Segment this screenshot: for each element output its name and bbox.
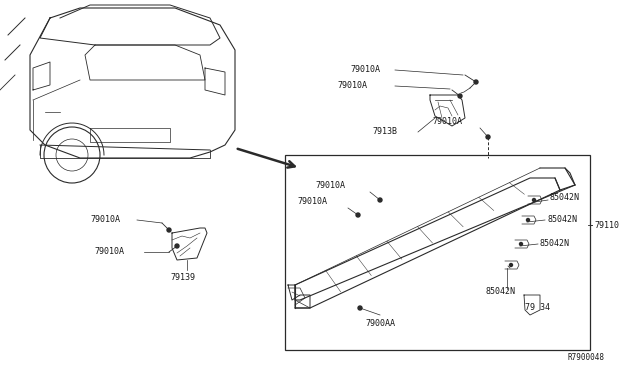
- Text: 85042N: 85042N: [540, 240, 570, 248]
- Circle shape: [358, 306, 362, 310]
- Text: 85042N: 85042N: [485, 288, 515, 296]
- Circle shape: [520, 243, 522, 246]
- Text: 79139: 79139: [170, 273, 195, 282]
- Circle shape: [527, 218, 529, 221]
- Circle shape: [509, 263, 513, 266]
- Text: 79010A: 79010A: [90, 215, 120, 224]
- Text: 79010A: 79010A: [337, 81, 367, 90]
- Text: 79010A: 79010A: [350, 65, 380, 74]
- Circle shape: [175, 244, 179, 248]
- Text: 85042N: 85042N: [547, 215, 577, 224]
- Circle shape: [378, 198, 382, 202]
- Circle shape: [486, 135, 490, 139]
- Text: 79010A: 79010A: [432, 118, 462, 126]
- Circle shape: [167, 228, 171, 232]
- Circle shape: [458, 94, 462, 98]
- Circle shape: [356, 213, 360, 217]
- Text: 79110: 79110: [594, 221, 619, 230]
- Circle shape: [474, 80, 478, 84]
- Text: 79010A: 79010A: [297, 198, 327, 206]
- Text: 79 34: 79 34: [525, 304, 550, 312]
- Text: 79010A: 79010A: [315, 182, 345, 190]
- Circle shape: [532, 199, 536, 202]
- Text: 7913B: 7913B: [372, 128, 397, 137]
- Text: R7900048: R7900048: [568, 353, 605, 362]
- Text: 79010A: 79010A: [94, 247, 124, 257]
- Bar: [285, 155, 590, 350]
- Text: 7900AA: 7900AA: [365, 318, 395, 327]
- Text: 85042N: 85042N: [550, 193, 580, 202]
